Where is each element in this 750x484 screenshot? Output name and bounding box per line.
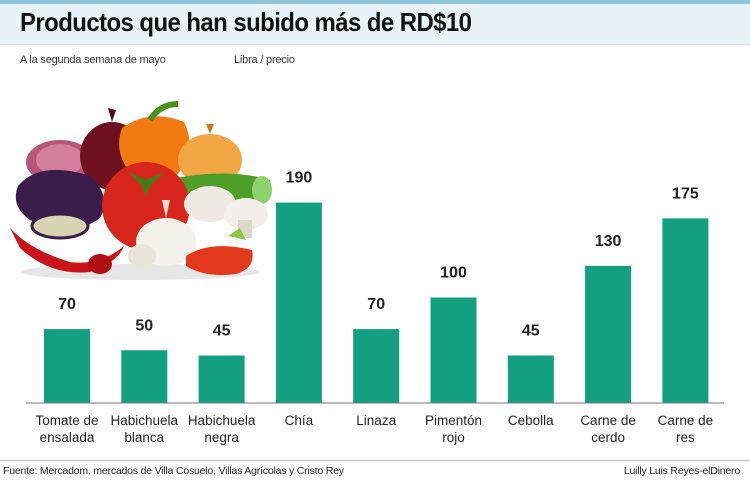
category-label: Carne de res xyxy=(658,413,714,445)
bar xyxy=(275,202,322,403)
category-label: Tomate de ensalada xyxy=(35,413,98,445)
bar xyxy=(121,350,168,404)
bar-value-label: 175 xyxy=(672,185,699,202)
bar xyxy=(44,329,90,403)
bar-value-label: 130 xyxy=(595,233,622,250)
category-label: Chía xyxy=(285,413,314,428)
bar xyxy=(585,265,632,404)
footer-divider xyxy=(0,460,750,461)
chart-title: Productos que han subido más de RD$10 xyxy=(20,7,472,37)
category-label: Linaza xyxy=(356,413,396,428)
bar xyxy=(198,355,245,403)
bar-value-label: 70 xyxy=(367,296,385,313)
bar xyxy=(353,329,400,403)
bar-value-label: 100 xyxy=(440,265,467,282)
source-note: Fuente: Mercadom, mercados de Villa Cosu… xyxy=(3,465,344,477)
category-label: Habichuela negra xyxy=(188,413,256,445)
bar-value-label: 50 xyxy=(135,317,153,334)
category-label: Cebolla xyxy=(508,413,554,428)
bar xyxy=(430,297,477,403)
category-label: Habichuela blanca xyxy=(111,413,179,445)
vegetables-illustration xyxy=(10,101,272,280)
bar-chart: 70 50 45 190 70 100 45 130 175 Tomate de ensalada… xyxy=(10,101,724,445)
bar xyxy=(662,218,709,403)
credit-note: Luilly Luis Reyes-elDinero xyxy=(623,465,740,477)
bar-value-label: 190 xyxy=(286,170,313,187)
bar xyxy=(507,355,554,403)
category-label: Pimentón rojo xyxy=(425,413,482,445)
category-label: Carne de cerdo xyxy=(580,413,636,445)
bar-value-label: 45 xyxy=(522,323,540,340)
bar-value-label: 45 xyxy=(213,323,231,340)
bar-value-label: 70 xyxy=(58,296,76,313)
chart-subtitle: A la segunda semana de mayo xyxy=(20,54,166,66)
title-bar: Productos que han subido más de RD$10 xyxy=(0,0,750,45)
unit-label: Libra / precio xyxy=(234,54,295,66)
